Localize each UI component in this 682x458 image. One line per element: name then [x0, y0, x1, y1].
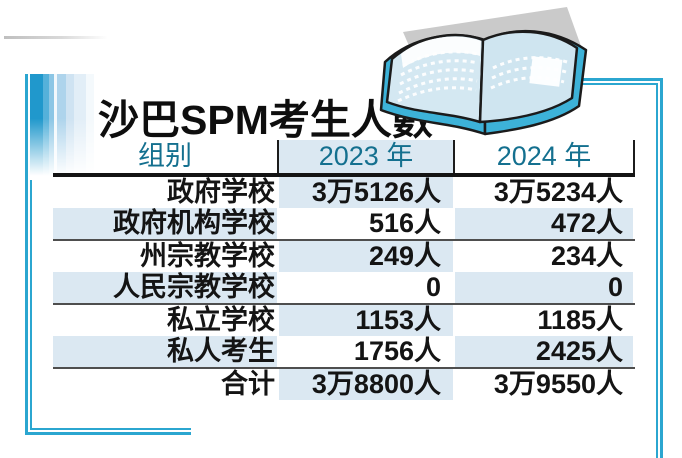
cell-2024: 0 — [455, 272, 633, 303]
open-book-icon — [379, 7, 588, 136]
cell-2023: 1153人 — [279, 305, 453, 336]
cell-2023: 0 — [425, 272, 441, 302]
table-row: 人民宗教学校 0 0 — [53, 272, 635, 305]
table-row: 政府学校 3万5126人 3万5234人 — [53, 177, 635, 208]
top-left-gray-line — [4, 36, 108, 39]
table-row: 州宗教学校 249人 234人 — [53, 241, 635, 272]
book-spine — [479, 39, 484, 123]
header-2023: 2023 年 — [277, 140, 453, 173]
cell-2024: 2425人 — [455, 336, 633, 367]
cell-2023: 3万8800人 — [279, 369, 453, 400]
page-text-lines — [397, 50, 568, 103]
row-label: 政府学校 — [167, 177, 275, 207]
cell-2024: 3万5234人 — [493, 177, 623, 207]
header-2024: 2024 年 — [453, 140, 635, 173]
header-underline — [53, 173, 635, 177]
table-row: 私人考生 1756人 2425人 — [53, 336, 635, 369]
row-label: 州宗教学校 — [140, 241, 275, 271]
table-row: 合计 3万8800人 3万9550人 — [53, 369, 635, 400]
frame-bottom-left — [25, 74, 191, 435]
frame-bottom-left-inner-line — [30, 74, 191, 430]
cell-2024: 234人 — [550, 241, 623, 271]
book-right-page — [478, 30, 579, 124]
cell-2024: 1185人 — [537, 305, 623, 335]
table-row: 私立学校 1153人 1185人 — [53, 305, 635, 336]
row-label: 私人考生 — [53, 336, 277, 367]
header-group: 组别 — [138, 141, 192, 171]
row-label: 合计 — [221, 369, 275, 399]
candidates-table: 组别 2023 年 2024 年 政府学校 3万5126人 3万5234人 政府… — [53, 140, 635, 400]
cell-2023: 249人 — [279, 241, 453, 272]
cell-2023: 1756人 — [353, 336, 441, 366]
frame-top-right — [577, 78, 663, 458]
cell-2024: 3万9550人 — [493, 369, 623, 399]
row-label: 政府机构学校 — [53, 208, 277, 239]
table-body: 政府学校 3万5126人 3万5234人 政府机构学校 516人 472人 州宗… — [53, 177, 635, 400]
row-label: 人民宗教学校 — [53, 272, 277, 303]
table-row: 政府机构学校 516人 472人 — [53, 208, 635, 241]
cell-2023: 3万5126人 — [279, 177, 453, 208]
blue-gradient-decor — [30, 74, 100, 180]
table-header-row: 组别 2023 年 2024 年 — [53, 140, 635, 173]
row-label: 私立学校 — [167, 305, 275, 335]
page-title: 沙巴SPM考生人數 — [98, 97, 433, 143]
frame-top-right-inner-line — [577, 83, 658, 458]
cell-2023: 516人 — [368, 208, 441, 238]
cell-2024: 472人 — [455, 208, 633, 239]
